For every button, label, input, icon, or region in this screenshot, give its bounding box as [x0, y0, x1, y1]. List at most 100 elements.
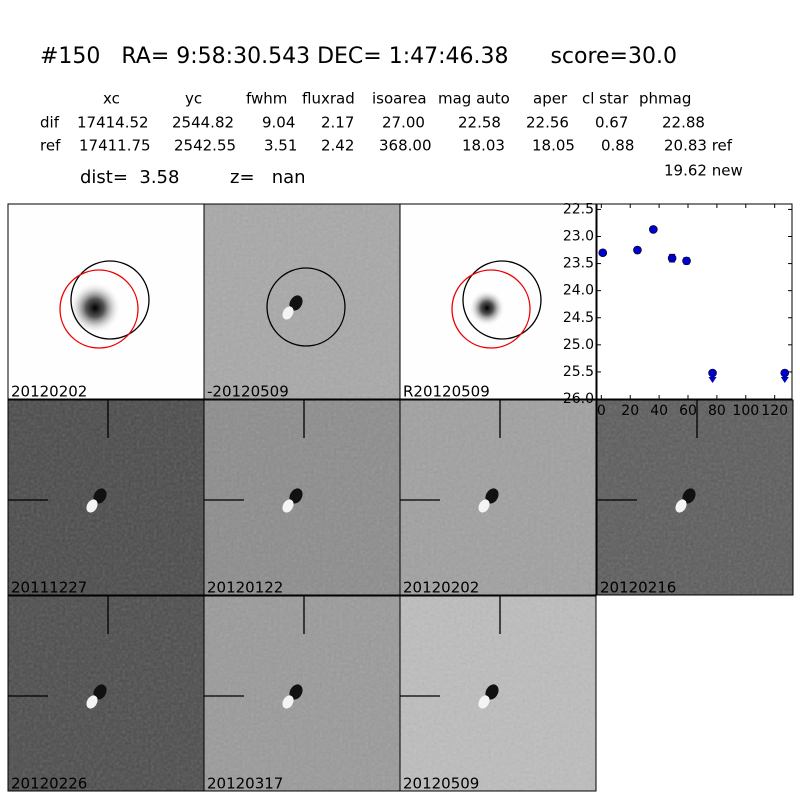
stamp-label: 20111227: [11, 579, 87, 597]
table-cell: 0.67: [595, 114, 628, 132]
table-cell: 27.00: [382, 114, 425, 132]
dipole-neg: [485, 684, 499, 700]
column-header: fluxrad: [302, 90, 355, 108]
table-cell: 2544.82: [172, 114, 234, 132]
dipole-pos: [478, 499, 490, 513]
stamp-noise: [8, 596, 204, 791]
aperture: [266, 267, 346, 347]
x-tick-label: 80: [708, 403, 726, 419]
dipole-pos: [86, 695, 98, 709]
stamp-label: 20120226: [11, 775, 87, 793]
stamp-noise: [597, 400, 793, 595]
table-cell: 3.51: [264, 137, 297, 155]
point: [598, 248, 608, 258]
upper-limit-point: [780, 368, 790, 378]
x-tick-label: 60: [679, 403, 697, 419]
dipole-neg: [289, 488, 303, 504]
stamp-label: 20120122: [207, 579, 283, 597]
source: [69, 282, 121, 334]
table-cell: 0.88: [601, 137, 634, 155]
x-tick-label: 0: [597, 403, 606, 419]
x-tick-label: 100: [732, 403, 759, 419]
limit-arrowhead: [780, 377, 789, 383]
stamp-label: 20120509: [403, 775, 479, 793]
stamp-noise: [8, 400, 204, 595]
table-cell: 17411.75: [79, 137, 151, 155]
table-cell: 18.03: [462, 137, 505, 155]
table-cell: 9.04: [262, 114, 295, 132]
dipole-neg: [93, 684, 107, 700]
ref-aperture: [451, 269, 531, 349]
dipole-pos: [675, 499, 687, 513]
y-tick-label: 25.5: [563, 364, 594, 380]
stamp-frame: [399, 595, 597, 792]
column-header: mag auto: [438, 90, 510, 108]
phmag-new: 19.62 new: [664, 162, 743, 180]
table-cell: 2542.55: [174, 137, 236, 155]
column-header: xc: [103, 90, 120, 108]
stamp-frame: [399, 203, 597, 400]
ref-aperture: [59, 269, 139, 349]
z: z= nan: [230, 167, 306, 188]
dipole-neg: [289, 295, 303, 311]
stamp-noise: [204, 400, 400, 595]
stamp-frame: [399, 399, 597, 596]
point: [667, 253, 677, 263]
dipole-pos: [282, 499, 294, 513]
stamp-noise: [400, 400, 596, 595]
dipole-neg: [682, 488, 696, 504]
column-header: yc: [185, 90, 202, 108]
point: [682, 256, 691, 266]
limit-arrowhead: [708, 377, 717, 383]
stamp-frame: [596, 399, 794, 596]
plot-frame: [596, 203, 793, 400]
title: #150 RA= 9:58:30.543 DEC= 1:47:46.38 sco…: [40, 44, 677, 69]
dipole-neg: [485, 488, 499, 504]
aperture: [462, 260, 542, 340]
dipole-neg: [93, 488, 107, 504]
y-tick-label: 23.5: [563, 256, 594, 272]
table-cell: 22.56: [526, 114, 569, 132]
column-header: isoarea: [372, 90, 427, 108]
source: [469, 290, 505, 326]
upper-limit-point: [708, 368, 717, 378]
table-cell: 368.00: [379, 137, 432, 155]
column-header: aper: [533, 90, 568, 108]
table-cell: 22.58: [458, 114, 501, 132]
stamp-noise: [204, 596, 400, 791]
dipole-pos: [478, 695, 490, 709]
plot-background: [597, 204, 792, 399]
column-header: cl star: [582, 90, 629, 108]
dist: dist= 3.58: [80, 167, 179, 188]
x-tick-label: 120: [761, 403, 788, 419]
dipole-neg: [289, 684, 303, 700]
stamp-label: 20120202: [11, 383, 87, 401]
stamp-label: 20120216: [600, 579, 676, 597]
y-tick-label: 26.0: [563, 391, 594, 407]
x-tick-label: 20: [621, 403, 639, 419]
dipole-pos: [86, 499, 98, 513]
point: [649, 225, 658, 234]
dipole-pos: [282, 695, 294, 709]
table-cell: 2.42: [321, 137, 354, 155]
stamp-label: -20120509: [207, 383, 289, 401]
point: [633, 245, 642, 255]
stamp-label: 20120202: [403, 579, 479, 597]
stamp-noise: [400, 596, 596, 791]
dipole-pos: [282, 306, 294, 320]
table-cell: 22.88: [662, 114, 705, 132]
y-tick-label: 23.0: [563, 229, 594, 245]
column-header: phmag: [639, 90, 691, 108]
table-cell: 18.05: [532, 137, 575, 155]
table-cell: 17414.52: [77, 114, 149, 132]
stamp-label: R20120509: [403, 383, 490, 401]
column-header: fwhm: [246, 90, 287, 108]
row-label: ref: [40, 137, 61, 155]
y-tick-label: 25.0: [563, 337, 594, 353]
stamp-label: 20120317: [207, 775, 283, 793]
y-tick-label: 24.5: [563, 310, 594, 326]
light-curve: 22.5 23.0 23.5 24.0 24.5 25.0 25.5 26.00 20 40 60 8…: [563, 201, 793, 419]
table-cell: 2.17: [321, 114, 354, 132]
